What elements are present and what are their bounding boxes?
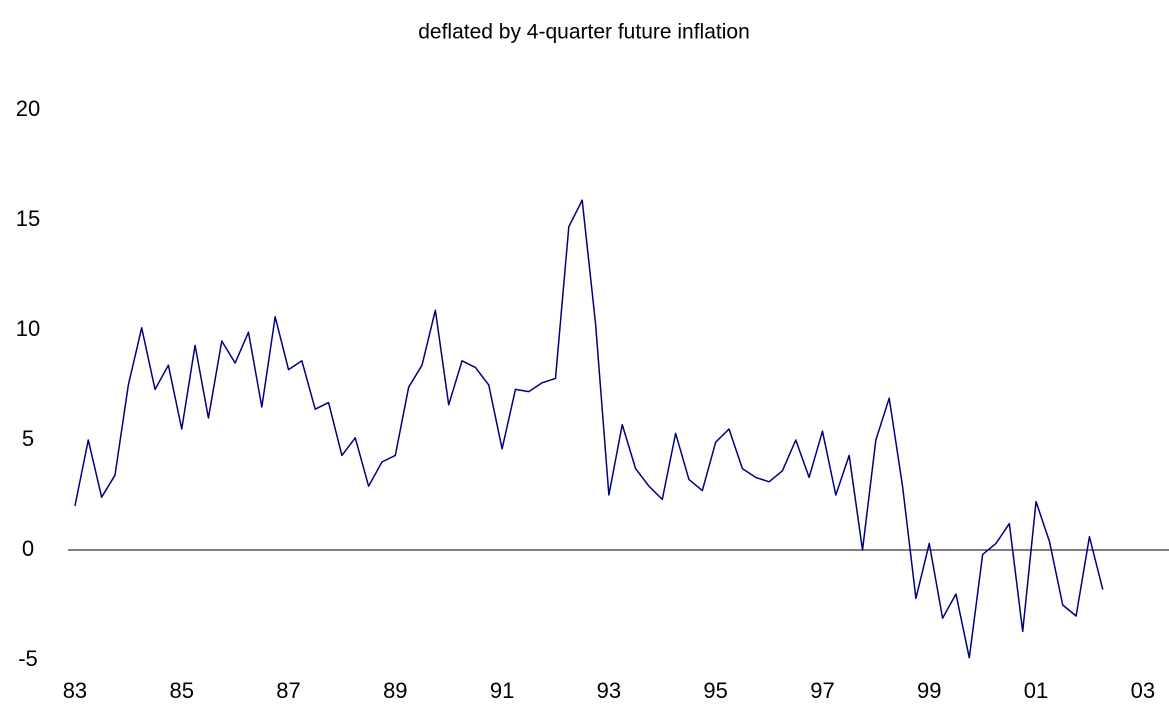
data-line [74,199,1104,659]
y-tick-label: 15 [16,206,40,231]
y-tick-label: -5 [18,646,38,671]
x-tick-label: 89 [383,678,407,703]
x-tick-label: 85 [169,678,193,703]
x-tick-label: 01 [1024,678,1048,703]
x-tick-label: 91 [490,678,514,703]
x-tick-label: 95 [703,678,727,703]
y-tick-label: 0 [22,536,34,561]
x-tick-label: 87 [276,678,300,703]
x-tick-label: 03 [1131,678,1155,703]
x-tick-label: 97 [810,678,834,703]
x-tick-label: 83 [63,678,87,703]
x-tick-label: 99 [917,678,941,703]
y-tick-label: 10 [16,316,40,341]
y-tick-label: 5 [22,426,34,451]
y-tick-label: 20 [16,96,40,121]
x-tick-label: 93 [597,678,621,703]
chart-title: deflated by 4-quarter future inflation [418,21,750,44]
